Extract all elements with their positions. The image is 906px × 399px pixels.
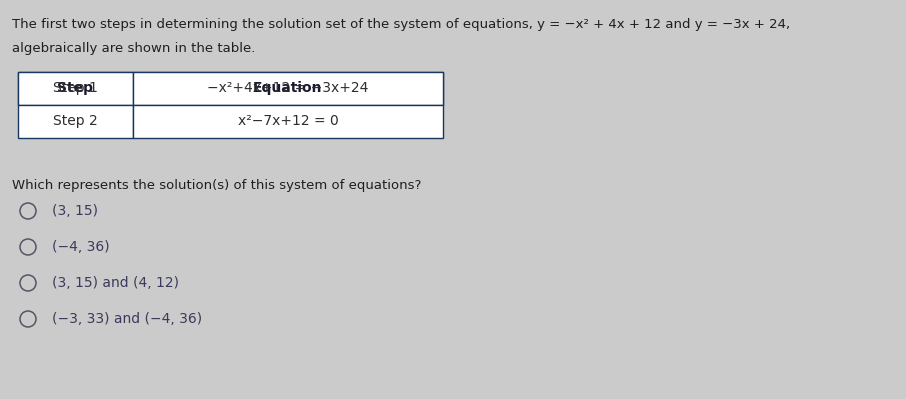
Text: Step: Step [57,81,93,95]
Bar [133,72,443,105]
Text: x²−7x+12 = 0: x²−7x+12 = 0 [237,115,338,128]
Text: (−3, 33) and (−4, 36): (−3, 33) and (−4, 36) [52,312,202,326]
Text: algebraically are shown in the table.: algebraically are shown in the table. [12,42,255,55]
Bar [133,72,443,105]
Bar [133,105,443,138]
Bar [18,72,133,105]
Text: (−4, 36): (−4, 36) [52,240,110,254]
Bar [18,105,133,138]
Text: Step 1: Step 1 [53,81,98,95]
Text: (3, 15): (3, 15) [52,204,98,218]
Text: The first two steps in determining the solution set of the system of equations, : The first two steps in determining the s… [12,18,790,31]
Text: (3, 15) and (4, 12): (3, 15) and (4, 12) [52,276,179,290]
Text: Which represents the solution(s) of this system of equations?: Which represents the solution(s) of this… [12,179,421,192]
Text: −x²+4x+12 = −3x+24: −x²+4x+12 = −3x+24 [207,81,369,95]
Text: Equation: Equation [254,81,323,95]
Bar [18,72,133,105]
Text: Step 2: Step 2 [53,115,98,128]
